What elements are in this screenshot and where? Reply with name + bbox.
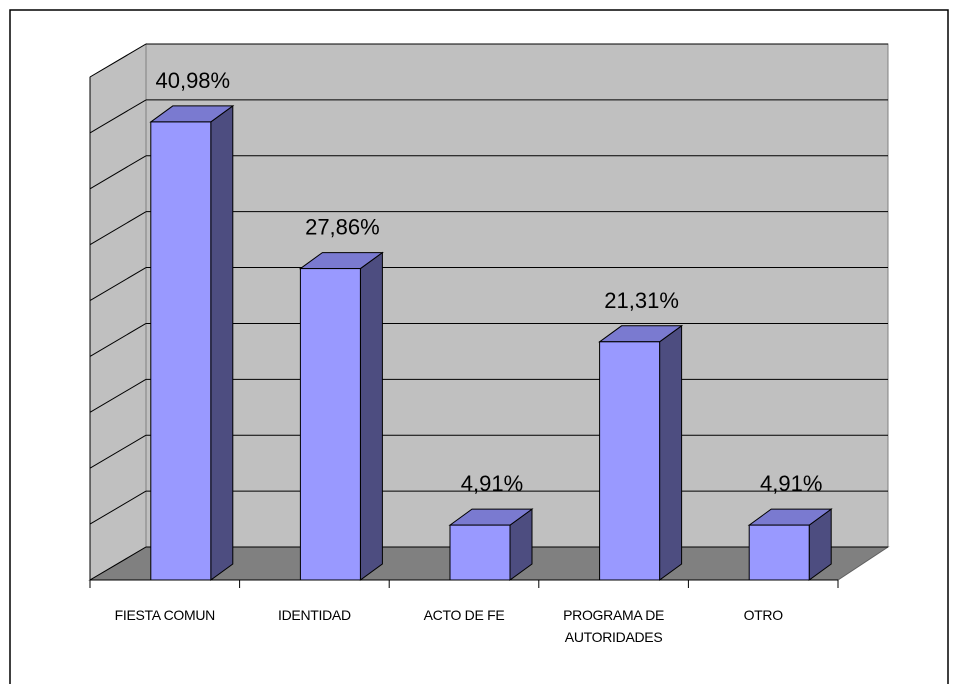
value-label: 4,91% — [461, 471, 523, 496]
side-grid-line — [89, 155, 147, 190]
value-label: 4,91% — [760, 471, 822, 496]
x-tick-label: PROGRAMA DE AUTORIDADES — [563, 607, 665, 645]
x-tick-label: ACTO DE FE — [423, 607, 505, 623]
bar-side — [210, 104, 234, 581]
bar — [299, 268, 361, 581]
side-wall — [89, 43, 147, 581]
side-grid-line — [89, 267, 147, 301]
value-label: 27,86% — [305, 215, 380, 240]
side-grid-line — [89, 546, 147, 581]
side-grid-line — [89, 490, 147, 525]
side-grid-line — [89, 99, 147, 134]
x-tick-label: FIESTA COMUN — [114, 607, 216, 623]
value-label: 40,98% — [155, 68, 230, 93]
bar-side — [359, 251, 383, 581]
bar — [748, 524, 810, 581]
side-grid-line — [89, 323, 147, 357]
x-tick-label: IDENTIDAD — [278, 607, 351, 623]
side-grid-line — [89, 43, 147, 78]
side-grid-line — [89, 378, 147, 413]
bar — [150, 121, 212, 581]
side-grid-line — [89, 434, 147, 469]
x-tick-label: OTRO — [743, 607, 784, 623]
side-grid-line — [89, 211, 147, 246]
bar-side — [659, 324, 683, 581]
bar — [449, 524, 511, 581]
bar — [599, 341, 661, 581]
value-label: 21,31% — [604, 288, 679, 313]
